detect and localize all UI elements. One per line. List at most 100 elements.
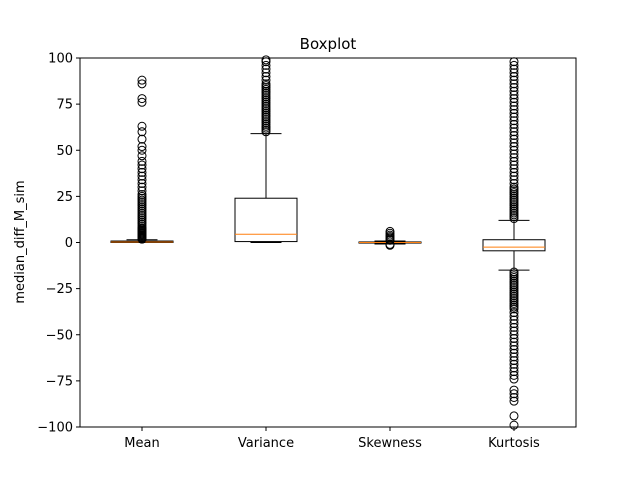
variance-outlier [261, 68, 271, 78]
kurtosis-outlier [509, 182, 519, 192]
mean-outlier [137, 182, 147, 192]
y-tick-label: 50 [56, 144, 73, 159]
kurtosis-outlier [509, 138, 519, 148]
kurtosis-outlier [509, 359, 519, 369]
kurtosis-outlier [509, 374, 519, 384]
kurtosis-outlier [509, 175, 519, 185]
variance-outlier [261, 55, 271, 65]
kurtosis-outlier [509, 396, 519, 406]
kurtosis-outlier [509, 385, 519, 395]
y-tick-label: 75 [56, 98, 73, 113]
kurtosis-outlier [509, 341, 519, 351]
kurtosis-outlier [509, 348, 519, 358]
kurtosis-outlier [509, 322, 519, 332]
kurtosis-outlier [509, 311, 519, 321]
kurtosis-outlier [509, 97, 519, 107]
kurtosis-outlier [509, 145, 519, 155]
variance-outlier [261, 75, 271, 85]
kurtosis-outlier [509, 411, 519, 421]
mean-outlier [137, 75, 147, 85]
kurtosis-outlier [509, 149, 519, 159]
x-tick-label-skewness: Skewness [358, 436, 422, 451]
kurtosis-outlier [509, 142, 519, 152]
kurtosis-outlier [509, 389, 519, 399]
x-tick-label-mean: Mean [124, 436, 159, 451]
mean-outlier [137, 79, 147, 89]
kurtosis-outlier [509, 363, 519, 373]
kurtosis-outlier [509, 167, 519, 177]
mean-outlier [137, 164, 147, 174]
plot-area: 100 75 50 25 0 −25 −50 −75 −100 Mean Variance Skewn… [37, 52, 577, 451]
y-tick-label: 0 [65, 236, 73, 251]
kurtosis-outlier [509, 105, 519, 115]
y-axis-label: median_diff_M_sim [13, 180, 28, 303]
kurtosis-outlier [509, 326, 519, 336]
variance-outlier [261, 79, 271, 89]
mean-outlier [137, 171, 147, 181]
mean-outlier [137, 97, 147, 107]
y-tick-label: −50 [46, 328, 73, 343]
mean-outlier [137, 134, 147, 144]
kurtosis-outlier [509, 370, 519, 380]
kurtosis-outlier [509, 367, 519, 377]
kurtosis-outlier [509, 315, 519, 325]
y-tick-label: −25 [46, 282, 73, 297]
kurtosis-outlier [509, 116, 519, 126]
kurtosis-outlier [509, 164, 519, 174]
kurtosis-outlier [509, 392, 519, 402]
kurtosis-outlier [509, 337, 519, 347]
kurtosis-outlier [509, 60, 519, 70]
variance-outlier [261, 60, 271, 70]
y-tick-label: −100 [37, 421, 73, 436]
y-tick-label: −75 [46, 374, 73, 389]
mean-outlier [137, 121, 147, 131]
kurtosis-outlier [509, 94, 519, 104]
mean-outlier [137, 142, 147, 152]
kurtosis-outlier [509, 319, 519, 329]
kurtosis-outlier [509, 86, 519, 96]
kurtosis-outlier [509, 75, 519, 85]
kurtosis-outlier [509, 119, 519, 129]
skewness-outlier [385, 240, 395, 250]
kurtosis-outlier [509, 156, 519, 166]
kurtosis-outlier [509, 68, 519, 78]
variance-box [234, 197, 298, 243]
kurtosis-outlier [509, 130, 519, 140]
kurtosis-outlier [509, 308, 519, 318]
mean-outlier [137, 127, 147, 137]
mean-outlier [137, 175, 147, 185]
kurtosis-outlier [509, 123, 519, 133]
kurtosis-outlier [509, 108, 519, 118]
chart-title: Boxplot [300, 35, 357, 53]
kurtosis-outlier [509, 83, 519, 93]
x-tick-label-kurtosis: Kurtosis [488, 436, 540, 451]
kurtosis-outlier [509, 178, 519, 188]
mean-outlier [137, 178, 147, 188]
kurtosis-outlier [509, 64, 519, 74]
mean-outlier [137, 190, 147, 200]
y-tick-label: 100 [48, 52, 73, 67]
mean-outlier [137, 94, 147, 104]
kurtosis-outlier [509, 345, 519, 355]
kurtosis-outlier [509, 112, 519, 122]
mean-outlier [137, 167, 147, 177]
kurtosis-outlier [509, 352, 519, 362]
kurtosis-outlier [509, 160, 519, 170]
kurtosis-outlier [509, 304, 519, 314]
mean-outlier [137, 145, 147, 155]
variance-outlier [261, 64, 271, 74]
kurtosis-outlier [509, 79, 519, 89]
kurtosis-outlier [509, 330, 519, 340]
kurtosis-outlier [509, 127, 519, 137]
kurtosis-outlier [509, 101, 519, 111]
mean-outlier [137, 156, 147, 166]
mean-outlier [137, 160, 147, 170]
mean-outlier [137, 151, 147, 161]
y-tick-label: 25 [56, 190, 73, 205]
kurtosis-outlier [509, 90, 519, 100]
kurtosis-outlier [509, 333, 519, 343]
kurtosis-outlier [509, 171, 519, 181]
skewness-outlier [385, 226, 395, 236]
